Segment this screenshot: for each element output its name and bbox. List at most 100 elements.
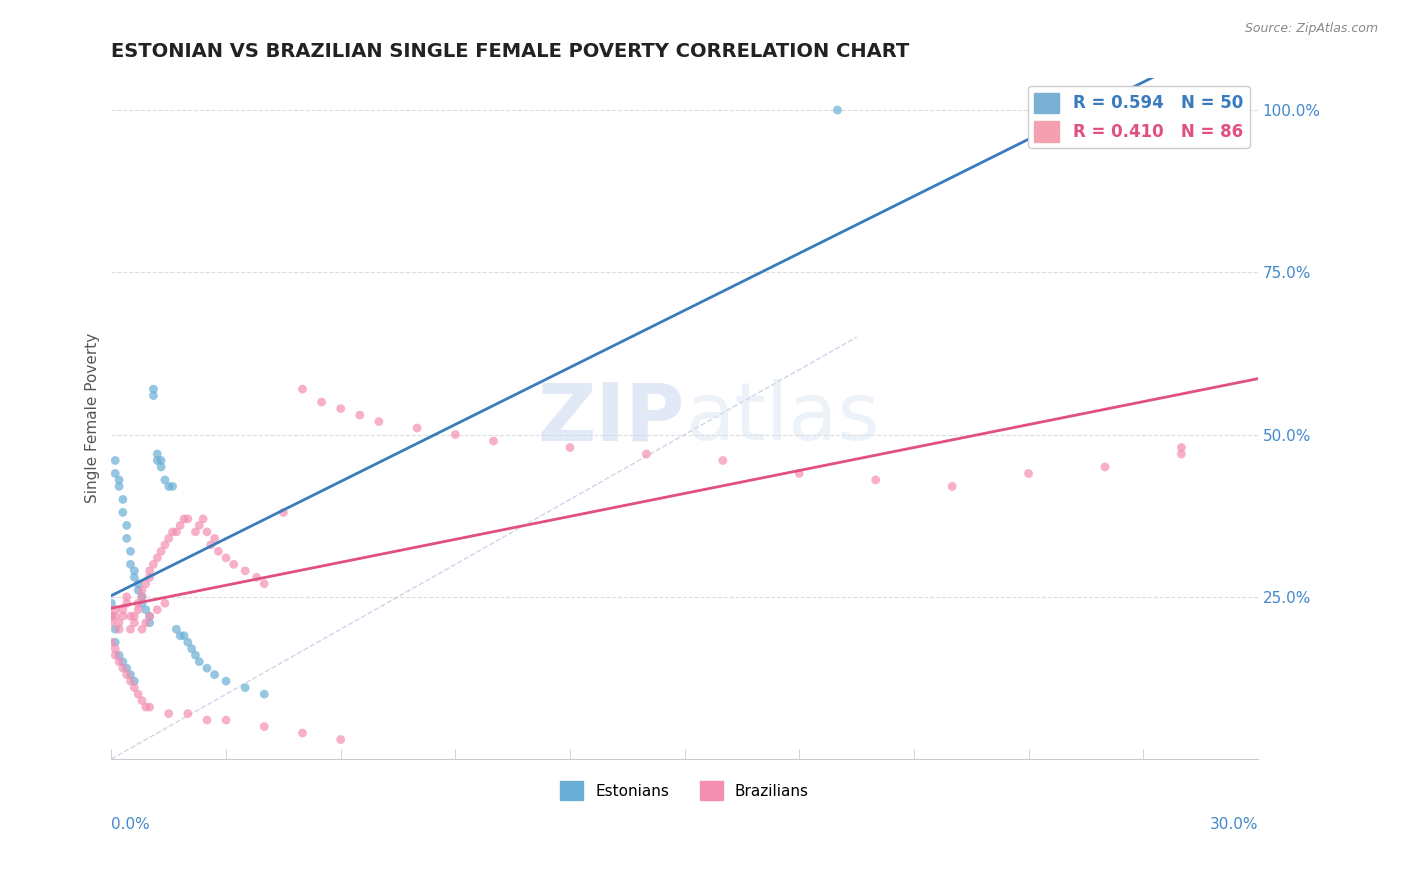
- Point: [1094, 460, 1116, 475]
- Point: [104, 453, 127, 467]
- Point: [291, 382, 314, 396]
- Point: [406, 421, 429, 435]
- Point: [104, 609, 127, 624]
- Point: [444, 427, 467, 442]
- Point: [153, 538, 176, 552]
- Point: [180, 641, 202, 656]
- Point: [104, 603, 127, 617]
- Point: [787, 467, 810, 481]
- Point: [195, 661, 218, 675]
- Point: [157, 479, 180, 493]
- Point: [150, 453, 173, 467]
- Point: [120, 609, 142, 624]
- Point: [941, 479, 963, 493]
- Point: [215, 674, 238, 689]
- Point: [100, 596, 122, 610]
- Point: [173, 629, 195, 643]
- Point: [120, 544, 142, 558]
- Text: Source: ZipAtlas.com: Source: ZipAtlas.com: [1244, 22, 1378, 36]
- Point: [111, 492, 134, 507]
- Point: [188, 518, 211, 533]
- Point: [124, 564, 146, 578]
- Point: [104, 641, 127, 656]
- Point: [131, 590, 153, 604]
- Point: [1170, 447, 1192, 461]
- Point: [146, 447, 169, 461]
- Point: [153, 473, 176, 487]
- Point: [138, 564, 160, 578]
- Point: [215, 713, 238, 727]
- Point: [215, 550, 238, 565]
- Point: [162, 479, 184, 493]
- Point: [1170, 441, 1192, 455]
- Point: [131, 622, 153, 636]
- Point: [131, 590, 153, 604]
- Point: [207, 544, 229, 558]
- Point: [191, 512, 214, 526]
- Point: [120, 558, 142, 572]
- Point: [138, 615, 160, 630]
- Point: [111, 655, 134, 669]
- Point: [311, 395, 333, 409]
- Point: [111, 505, 134, 519]
- Point: [131, 596, 153, 610]
- Point: [111, 661, 134, 675]
- Text: 0.0%: 0.0%: [111, 817, 150, 832]
- Point: [104, 648, 127, 663]
- Point: [233, 564, 256, 578]
- Point: [120, 674, 142, 689]
- Point: [711, 453, 734, 467]
- Legend: Estonians, Brazilians: Estonians, Brazilians: [554, 775, 815, 805]
- Point: [195, 524, 218, 539]
- Point: [138, 570, 160, 584]
- Point: [124, 615, 146, 630]
- Point: [127, 687, 149, 701]
- Point: [115, 667, 138, 681]
- Point: [177, 635, 200, 649]
- Point: [150, 460, 173, 475]
- Point: [104, 467, 127, 481]
- Point: [115, 590, 138, 604]
- Point: [200, 538, 222, 552]
- Point: [127, 583, 149, 598]
- Point: [104, 635, 127, 649]
- Point: [177, 512, 200, 526]
- Point: [135, 576, 157, 591]
- Point: [131, 583, 153, 598]
- Point: [108, 648, 131, 663]
- Point: [135, 700, 157, 714]
- Point: [100, 609, 122, 624]
- Point: [146, 453, 169, 467]
- Point: [124, 570, 146, 584]
- Text: ZIP: ZIP: [537, 379, 685, 458]
- Point: [153, 596, 176, 610]
- Point: [124, 609, 146, 624]
- Point: [558, 441, 581, 455]
- Point: [273, 505, 295, 519]
- Point: [233, 681, 256, 695]
- Point: [636, 447, 658, 461]
- Point: [146, 603, 169, 617]
- Point: [108, 622, 131, 636]
- Point: [165, 524, 187, 539]
- Point: [1018, 467, 1040, 481]
- Point: [100, 635, 122, 649]
- Point: [100, 609, 122, 624]
- Point: [482, 434, 505, 448]
- Point: [127, 603, 149, 617]
- Point: [115, 596, 138, 610]
- Point: [120, 667, 142, 681]
- Point: [135, 603, 157, 617]
- Point: [104, 622, 127, 636]
- Point: [246, 570, 269, 584]
- Point: [150, 544, 173, 558]
- Point: [367, 415, 389, 429]
- Point: [184, 648, 207, 663]
- Point: [253, 576, 276, 591]
- Point: [100, 615, 122, 630]
- Point: [138, 609, 160, 624]
- Point: [127, 596, 149, 610]
- Point: [165, 622, 187, 636]
- Point: [115, 518, 138, 533]
- Point: [142, 558, 165, 572]
